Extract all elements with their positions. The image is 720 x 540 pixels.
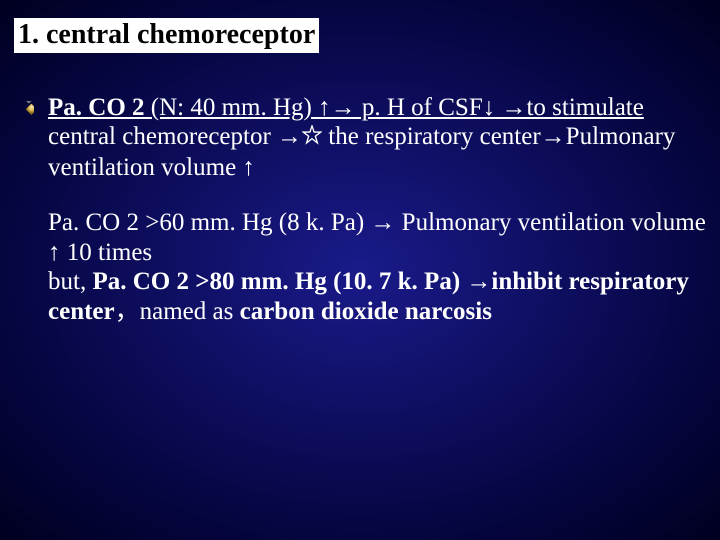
slide: 1. central chemoreceptor Pa. CO 2 (N: 40… (0, 0, 720, 540)
slide-heading: 1. central chemoreceptor (14, 18, 319, 53)
para2-line2c: ，named as (115, 298, 240, 325)
bullet-icon (16, 101, 34, 119)
para1-seg3: central chemoreceptor → (48, 123, 302, 150)
para2-line2d: carbon dioxide narcosis (240, 298, 492, 325)
paragraph-1: Pa. CO 2 (N: 40 mm. Hg) ↑→ p. H of CSF↓ … (48, 93, 706, 183)
para1-seg1: Pa. CO 2 (48, 94, 151, 121)
body-block: Pa. CO 2 (N: 40 mm. Hg) ↑→ p. H of CSF↓ … (14, 93, 706, 327)
para1-seg2: (N: 40 mm. Hg) ↑→ p. H of CSF↓ →to stimu… (151, 94, 644, 121)
star-icon (302, 123, 322, 153)
para2-line2a: but, (48, 268, 92, 295)
paragraph-2: Pa. CO 2 >60 mm. Hg (8 k. Pa) → Pulmonar… (48, 208, 706, 326)
para2-line1: Pa. CO 2 >60 mm. Hg (8 k. Pa) → Pulmonar… (48, 209, 706, 266)
